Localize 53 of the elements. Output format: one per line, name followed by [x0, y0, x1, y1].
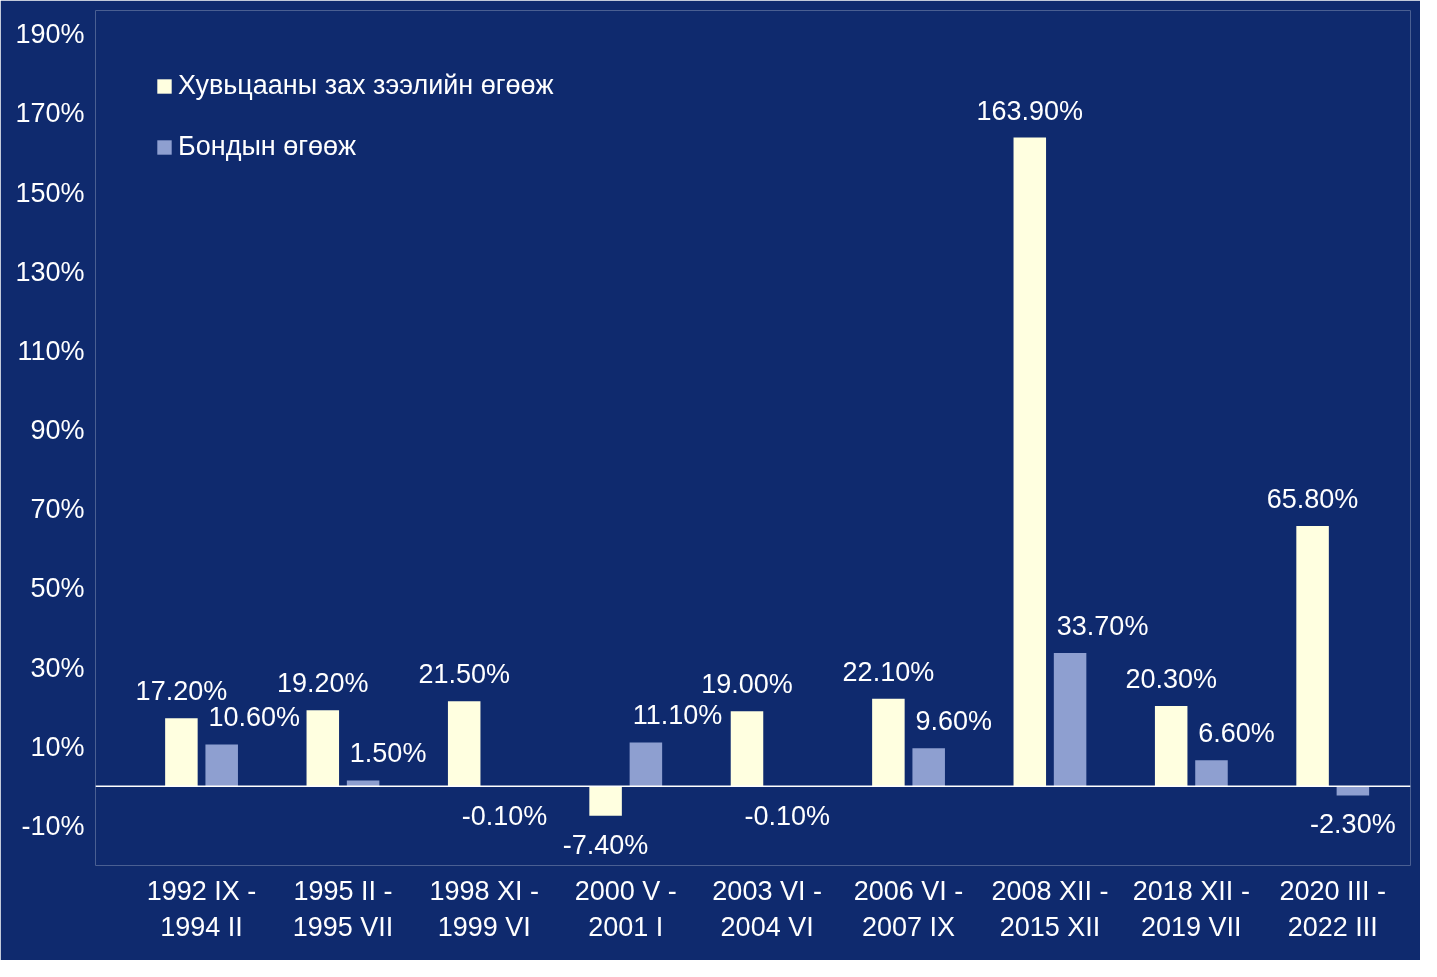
bar	[447, 701, 481, 787]
bar	[912, 748, 945, 787]
x-tick-label: 2006 VI - 2007 IX	[853, 875, 964, 942]
data-label: 65.80%	[1266, 483, 1359, 514]
y-tick-label: 30%	[30, 652, 85, 683]
legend-label: Бондын өгөөж	[178, 131, 357, 162]
data-label: 1.50%	[349, 738, 427, 769]
bar	[306, 710, 340, 787]
bar	[730, 711, 764, 787]
data-label: 33.70%	[1056, 610, 1149, 641]
data-label: -7.40%	[562, 829, 649, 860]
data-label: 19.20%	[277, 668, 369, 699]
y-tick-label: 110%	[17, 335, 85, 366]
data-label: 19.00%	[701, 669, 793, 700]
y-tick-label: 50%	[30, 573, 85, 604]
data-label: -0.10%	[461, 800, 548, 831]
bar	[1154, 705, 1188, 787]
y-tick-label: 190%	[15, 19, 85, 50]
legend-label: Хувьцааны зах зээлийн өгөөж	[178, 70, 554, 101]
data-label: 11.10%	[632, 700, 723, 731]
x-tick-label: 2003 VI - 2004 VI	[712, 875, 822, 942]
x-tick-label: 1998 XI - 1999 VI	[429, 875, 540, 942]
x-tick-label: 2020 III - 2022 III	[1279, 875, 1387, 942]
data-label: 9.60%	[915, 706, 992, 737]
bar	[589, 786, 622, 816]
y-tick-label: -10%	[21, 810, 85, 841]
y-tick-label: 170%	[15, 98, 85, 129]
bar	[872, 698, 905, 787]
data-label: 20.30%	[1125, 663, 1217, 694]
data-label: 21.50%	[418, 659, 510, 690]
y-tick-label: 70%	[30, 494, 85, 525]
data-label: -0.10%	[744, 800, 831, 831]
bar	[1296, 525, 1329, 787]
bar	[629, 742, 663, 787]
data-label: 6.60%	[1198, 718, 1275, 749]
x-tick-label: 1995 II - 1995 VII	[292, 875, 394, 942]
bar	[205, 744, 238, 787]
data-label: -2.30%	[1310, 809, 1396, 840]
x-tick-label: 2008 XII - 2015 XII	[991, 875, 1109, 942]
bar	[346, 780, 380, 787]
y-tick-label: 90%	[30, 415, 85, 446]
data-label: 163.90%	[976, 95, 1084, 126]
x-tick-label: 1992 IX - 1994 II	[146, 875, 257, 942]
bar	[1053, 652, 1087, 787]
data-label: 22.10%	[842, 656, 935, 687]
x-tick-label: 2018 XII - 2019 VII	[1132, 875, 1250, 942]
bar	[1013, 137, 1047, 787]
y-tick-label: 130%	[15, 256, 85, 287]
bar	[165, 718, 198, 787]
y-tick-label: 150%	[15, 177, 85, 208]
bar	[1195, 760, 1228, 787]
x-tick-label: 2000 V - 2001 I	[574, 875, 677, 942]
y-tick-label: 10%	[30, 731, 85, 762]
